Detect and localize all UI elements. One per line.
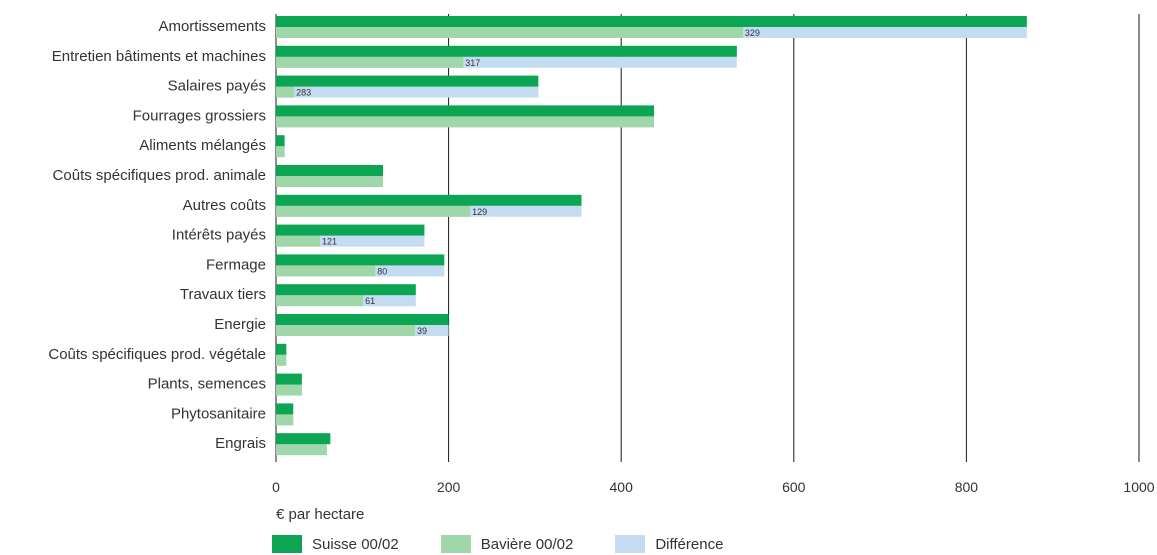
difference-data-label: 121 [322,237,337,247]
bar-suisse [276,284,416,296]
bar-suisse [276,343,287,355]
category-label: Fermage [206,256,266,273]
legend-label-baviere: Bavière 00/02 [480,535,574,553]
x-tick-label: 600 [782,479,806,495]
bar-baviere [276,354,287,366]
bar-suisse [276,373,302,385]
category-label: Plants, semences [148,376,266,393]
x-tick-label: 800 [955,479,979,495]
bar-suisse [276,314,449,325]
bar-difference [276,56,737,68]
x-tick-label: 400 [610,479,634,495]
bar-difference [276,86,539,98]
legend-label-difference: Différence [655,535,724,553]
difference-data-label: 283 [296,88,311,98]
category-label: Energie [214,316,266,333]
bar-suisse [276,224,425,236]
x-tick-label: 0 [272,479,280,495]
category-label: Coûts spécifiques prod. animale [53,167,266,184]
bar-difference [276,235,425,247]
bar-baviere [276,384,302,396]
bar-baviere [276,295,364,307]
category-label: Amortissements [158,18,266,35]
legend-item-suisse: Suisse 00/02 [272,535,399,553]
bar-baviere [276,116,654,128]
category-label: Travaux tiers [180,286,266,303]
bar-baviere [276,444,327,456]
category-label: Fourrages grossiers [133,107,266,124]
bar-baviere [276,205,471,217]
bar-suisse [276,403,294,415]
difference-data-label: 61 [365,296,375,306]
bar-baviere [276,325,415,336]
bar-baviere [276,56,464,68]
bar-baviere [276,146,285,158]
legend-swatch-baviere [440,535,471,553]
bar-baviere [276,27,743,38]
category-label: Coûts spécifiques prod. végétale [48,346,266,363]
bar-suisse [276,165,384,176]
bar-suisse [276,75,539,87]
difference-data-label: 317 [465,58,480,68]
bar-suisse [276,45,737,57]
legend-label-suisse: Suisse 00/02 [312,535,399,553]
bar-chart: 0 200 400 600 800 1000 € par hectare Amortissem… [48,14,1155,523]
bar-suisse [276,16,1027,27]
category-label: Phytosanitaire [171,405,266,422]
legend: Suisse 00/02 Bavière 00/02 Différence [272,534,765,554]
bar-baviere [276,414,294,426]
difference-data-label: 80 [377,266,387,276]
bar-suisse [276,433,331,445]
x-tick-label: 200 [437,479,461,495]
bar-baviere [276,86,295,98]
bar-suisse [276,135,285,147]
x-axis-label: € par hectare [276,506,364,523]
legend-swatch-suisse [272,535,302,553]
difference-data-label: 129 [472,207,487,217]
category-label: Aliments mélangés [139,137,266,154]
legend-item-baviere: Bavière 00/02 [440,535,574,553]
category-label: Autres coûts [183,197,266,214]
difference-data-label: 329 [745,28,760,38]
category-label: Entretien bâtiments et machines [52,48,266,65]
category-label: Intérêts payés [172,227,266,244]
bar-baviere [276,235,321,247]
bar-suisse [276,254,445,266]
category-label: Engrais [215,435,266,452]
difference-data-label: 39 [417,326,427,336]
legend-item-difference: Différence [615,535,723,553]
bar-suisse [276,105,654,117]
bar-suisse [276,194,582,206]
bar-baviere [276,265,376,277]
bar-baviere [276,176,384,187]
legend-swatch-difference [615,535,646,553]
category-label: Salaires payés [168,78,266,95]
x-tick-label: 1000 [1123,479,1154,495]
